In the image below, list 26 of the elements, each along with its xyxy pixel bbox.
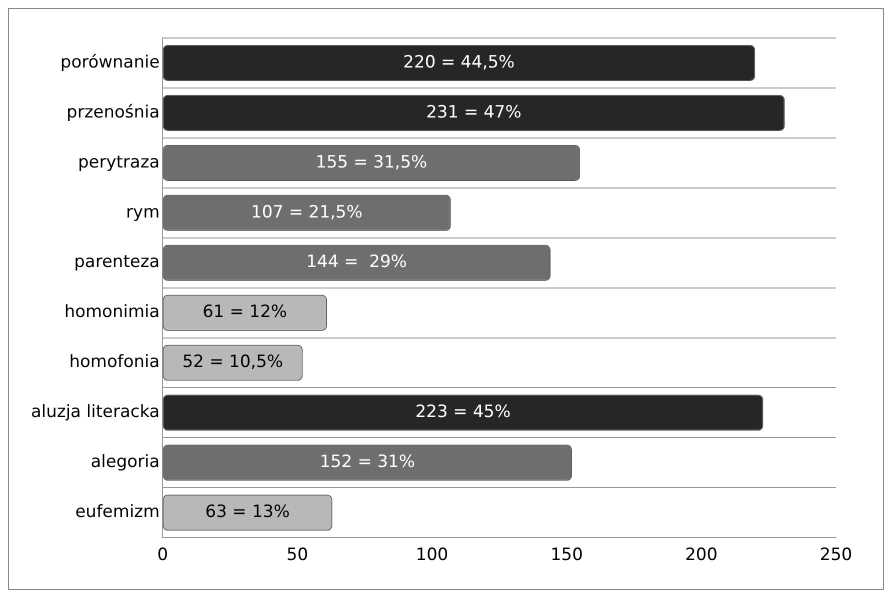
x-tick-label: 200: [685, 545, 718, 566]
x-tick-label: 0: [157, 545, 168, 566]
y-tick-label: porównanie: [60, 52, 160, 72]
data-label: 223 = 45%: [415, 402, 511, 422]
y-tick-label: homonimia: [64, 302, 160, 322]
y-tick-label: eufemizm: [75, 502, 160, 522]
data-label: 61 = 12%: [202, 302, 288, 322]
x-tick-label: 150: [550, 545, 583, 566]
data-label: 107 = 21,5%: [251, 202, 363, 222]
y-tick-label: przenośnia: [66, 102, 160, 122]
data-label: 220 = 44,5%: [403, 52, 515, 72]
data-label: 144 = 29%: [306, 252, 407, 272]
y-tick-label: aluzja literacka: [31, 402, 160, 422]
y-tick-label: rym: [126, 202, 160, 222]
data-label: 155 = 31,5%: [316, 152, 428, 172]
y-tick-label: perytraza: [78, 152, 160, 172]
data-label: 231 = 47%: [426, 102, 522, 122]
y-tick-label: alegoria: [90, 452, 160, 472]
data-label: 63 = 13%: [205, 502, 290, 522]
y-tick-label: homofonia: [69, 352, 160, 372]
data-label: 152 = 31%: [320, 452, 416, 472]
x-tick-label: 100: [416, 545, 448, 566]
data-label: 52 = 10,5%: [182, 352, 284, 372]
x-tick-label: 250: [820, 545, 852, 566]
x-tick-label: 50: [286, 545, 308, 566]
y-tick-label: parenteza: [74, 252, 160, 272]
